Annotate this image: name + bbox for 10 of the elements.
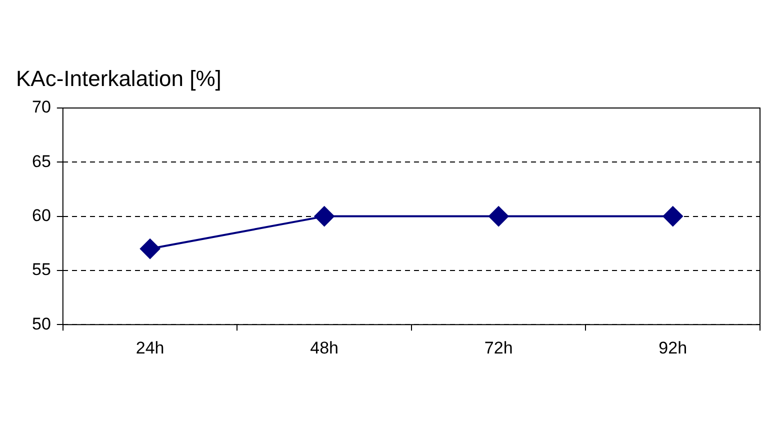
y-tick-label: 60 xyxy=(32,206,51,225)
x-tick-label: 92h xyxy=(658,338,688,358)
y-tick-label: 70 xyxy=(32,98,51,117)
y-tick-label: 50 xyxy=(32,314,51,334)
x-tick-label: 72h xyxy=(484,338,513,358)
y-tick-label: 55 xyxy=(32,260,51,280)
y-axis-title: KAc-Interkalation [%] xyxy=(16,66,222,91)
y-tick-label: 65 xyxy=(32,152,51,171)
x-tick-label: 24h xyxy=(136,338,164,358)
x-tick-label: 48h xyxy=(310,338,339,358)
